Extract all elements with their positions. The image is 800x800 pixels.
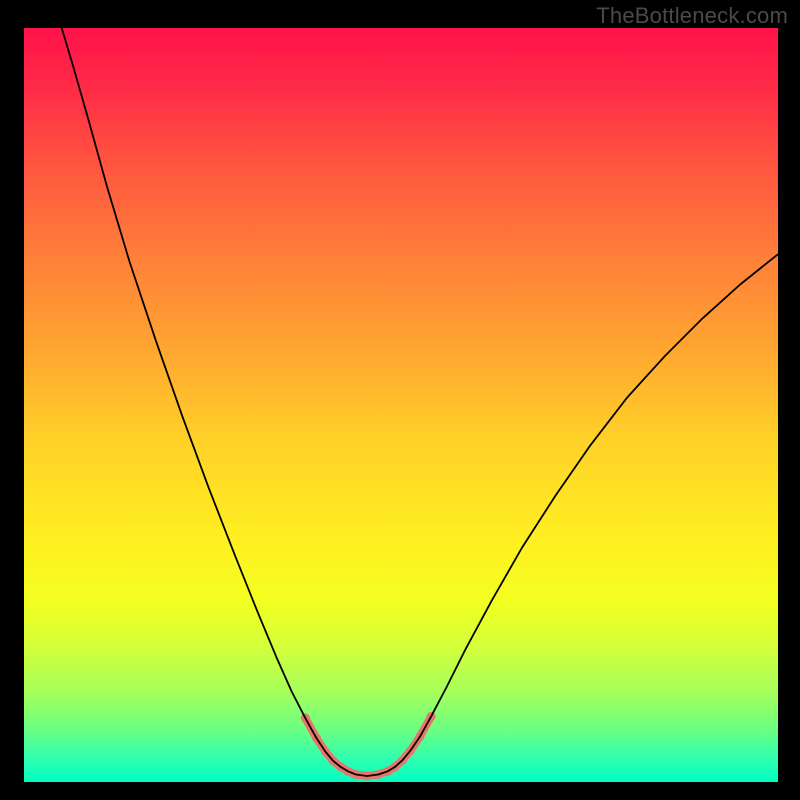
chart-frame: TheBottleneck.com: [0, 0, 800, 800]
watermark-text: TheBottleneck.com: [596, 3, 788, 29]
heat-gradient-background: [24, 28, 778, 782]
plot-area: [24, 28, 778, 782]
